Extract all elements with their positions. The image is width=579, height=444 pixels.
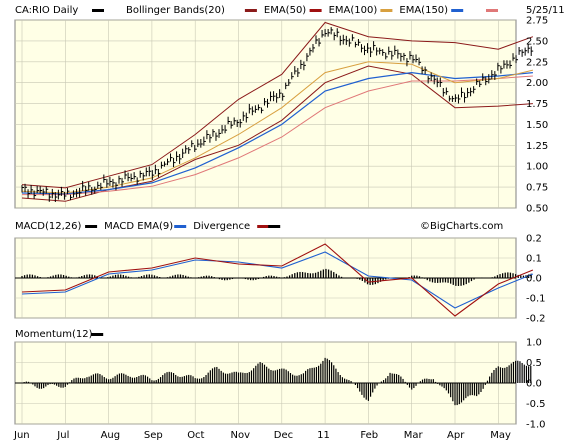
- price-y-tick-label: 2.00: [526, 78, 548, 89]
- macd-y-tick-label: 0.0: [526, 274, 542, 285]
- price-legend-extra-swatch: [486, 9, 498, 12]
- price-y-tick-label: 1.25: [526, 141, 548, 152]
- ema150-line: [22, 75, 533, 196]
- price-y-tick-label: 0.50: [526, 204, 548, 215]
- month-tick-label: 11: [317, 430, 330, 441]
- macd-legend-swatch: [85, 225, 98, 228]
- macd-y-tick-label: 0.2: [526, 234, 542, 245]
- month-tick-label: Sep: [144, 430, 163, 441]
- ema100-line: [21, 71, 533, 195]
- momentum-y-tick-label: 0.0: [526, 379, 542, 390]
- price-legend: CA:RIO Daily Bollinger Bands(20) EMA(50) EM…: [15, 5, 498, 16]
- month-tick-label: Dec: [274, 430, 293, 441]
- momentum-y-tick-label: -0.5: [526, 399, 546, 410]
- price-date-label: 5/25/11: [526, 5, 565, 16]
- macd-y-axis: 0.2 0.1 0.0 -0.1 -0.2: [526, 234, 546, 325]
- macd-legend-extra-swatch: [268, 225, 281, 228]
- macd-y-tick-label: 0.1: [526, 254, 542, 265]
- month-tick-label: Jun: [13, 430, 30, 441]
- macd-legend-label: MACD EMA(9): [104, 221, 173, 232]
- price-y-tick-label: 1.50: [526, 120, 548, 131]
- price-legend-label: Bollinger Bands(20): [126, 5, 225, 16]
- price-grid: [15, 19, 516, 209]
- price-legend-swatch: [309, 9, 322, 12]
- price-y-tick-label: 1.75: [526, 99, 548, 110]
- macd-series: [15, 243, 534, 317]
- price-plot-area: [14, 19, 517, 209]
- momentum-legend-swatch: [91, 333, 104, 336]
- momentum-y-tick-label: 0.5: [526, 358, 542, 369]
- month-tick-label: Apr: [447, 430, 465, 441]
- macd-legend-label: Divergence: [193, 221, 250, 232]
- price-legend-swatch: [451, 9, 464, 12]
- price-symbol-label: CA:RIO Daily: [15, 5, 78, 16]
- macd-legend: MACD(12,26) MACD EMA(9) Divergence: [15, 221, 281, 232]
- momentum-legend-label: Momentum(12): [15, 329, 93, 340]
- momentum-panel: 1.0 0.5 0.0 -0.5 -1.0 Momentum(12): [14, 329, 546, 431]
- price-y-tick-label: 2.25: [526, 57, 548, 68]
- price-panel: 2.75 2.50 2.25 2.00 1.75 1.50 1.25 1.00 0.75 0.50…: [14, 5, 565, 215]
- price-legend-swatch: [244, 9, 257, 12]
- price-y-tick-label: 0.75: [526, 183, 548, 194]
- price-symbol-swatch: [92, 9, 104, 12]
- price-legend-label: EMA(100): [329, 5, 378, 16]
- watermark-text: ©BigCharts.com: [420, 221, 503, 232]
- price-y-tick-label: 2.50: [526, 36, 548, 47]
- momentum-y-tick-label: -1.0: [526, 420, 546, 431]
- month-tick-label: May: [490, 430, 511, 441]
- bollinger-upper-line: [21, 21, 534, 189]
- macd-panel: 0.2 0.1 0.0 -0.1 -0.2 MACD(12,26) MACD EMA(9)…: [14, 221, 546, 325]
- ema50-line: [21, 61, 534, 194]
- price-series: [21, 21, 534, 203]
- momentum-y-axis: 1.0 0.5 0.0 -0.5 -1.0: [526, 338, 546, 431]
- price-y-tick-label: 2.75: [526, 16, 548, 27]
- month-x-axis: Jun Jul Aug Sep Oct Nov Dec 11 Feb Mar Apr May: [13, 430, 511, 441]
- macd-y-tick-label: -0.2: [526, 314, 546, 325]
- macd-y-tick-label: -0.1: [526, 294, 546, 305]
- macd-legend-swatch: [257, 225, 270, 228]
- month-tick-label: Mar: [404, 430, 424, 441]
- momentum-series: [15, 357, 532, 406]
- month-tick-label: Oct: [187, 430, 204, 441]
- momentum-legend: Momentum(12): [15, 329, 104, 340]
- momentum-y-tick-label: 1.0: [526, 338, 542, 349]
- price-legend-label: EMA(50): [264, 5, 306, 16]
- macd-signal-line: [21, 251, 534, 309]
- macd-legend-swatch: [174, 225, 187, 228]
- price-y-tick-label: 1.00: [526, 162, 548, 173]
- month-tick-label: Feb: [360, 430, 378, 441]
- macd-legend-label: MACD(12,26): [15, 221, 82, 232]
- price-legend-swatch: [380, 9, 393, 12]
- month-tick-label: Aug: [101, 430, 121, 441]
- month-tick-label: Jul: [56, 430, 69, 441]
- month-tick-label: Nov: [231, 430, 251, 441]
- price-legend-label: EMA(150): [399, 5, 448, 16]
- macd-line: [21, 243, 534, 317]
- price-y-axis: 2.75 2.50 2.25 2.00 1.75 1.50 1.25 1.00 0.75 0.50: [526, 16, 548, 215]
